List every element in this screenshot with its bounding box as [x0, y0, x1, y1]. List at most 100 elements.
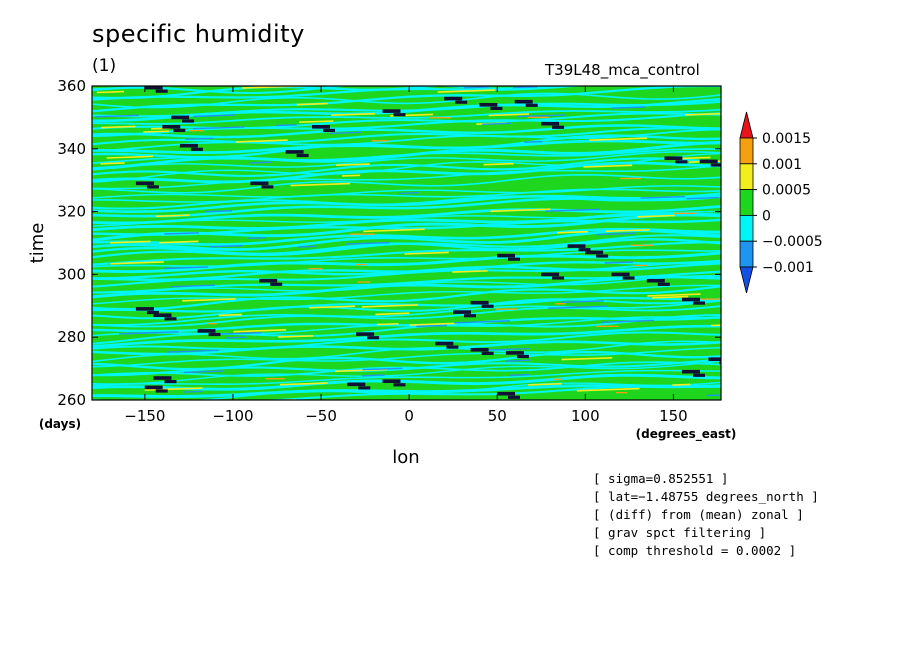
contour-band: [454, 320, 510, 324]
note-line: [ comp threshold = 0.0002 ]: [593, 543, 797, 558]
contour-band: [92, 151, 721, 171]
x-tick-label: 150: [659, 407, 688, 425]
contour-band: [561, 357, 613, 361]
threshold-marker: [552, 125, 565, 129]
contour-band: [685, 112, 721, 116]
contour-band: [92, 141, 721, 171]
contour-band: [92, 340, 721, 363]
contour-band: [92, 127, 721, 146]
contour-band: [92, 112, 721, 138]
contour-band: [247, 236, 267, 239]
x-axis-units: (degrees_east): [636, 427, 737, 442]
contour-band: [225, 336, 247, 339]
threshold-marker: [622, 276, 635, 280]
contour-band: [345, 241, 390, 245]
contour-band: [483, 162, 514, 166]
contour-band: [92, 284, 721, 305]
threshold-marker: [596, 254, 609, 258]
contour-band: [429, 117, 452, 119]
contour-band: [214, 331, 262, 335]
contour-band: [700, 298, 721, 300]
contour-band: [92, 285, 721, 311]
threshold-marker: [162, 125, 181, 129]
threshold-marker: [710, 163, 721, 167]
contour-band: [92, 165, 721, 190]
contour-band: [616, 392, 628, 394]
contour-band: [363, 228, 425, 233]
threshold-marker: [470, 348, 489, 352]
threshold-marker: [382, 379, 401, 383]
contour-band: [677, 156, 711, 160]
contour-band: [672, 383, 691, 386]
contour-band: [92, 358, 721, 377]
threshold-marker: [708, 357, 721, 361]
contour-band: [92, 112, 721, 130]
contour-band: [706, 393, 721, 397]
threshold-marker: [312, 125, 330, 129]
threshold-marker: [497, 253, 515, 258]
threshold-marker: [356, 332, 375, 336]
contour-band: [92, 161, 721, 184]
contour-band: [265, 378, 285, 380]
contour-band: [652, 295, 689, 299]
contour-band: [92, 98, 721, 123]
contour-band: [92, 173, 721, 194]
threshold-marker: [261, 185, 274, 189]
threshold-marker: [270, 282, 283, 286]
contour-band: [101, 125, 136, 129]
threshold-marker: [382, 109, 401, 113]
x-tick-label: −50: [305, 407, 337, 425]
colorbar-segment: [739, 214, 754, 242]
threshold-marker: [481, 304, 494, 308]
contour-band: [279, 382, 328, 386]
contour-band: [92, 360, 721, 385]
y-axis-title: time: [27, 223, 48, 264]
note-line: [ sigma=0.852551 ]: [593, 471, 729, 486]
threshold-marker: [144, 86, 163, 90]
threshold-marker: [719, 361, 721, 365]
contour-band: [92, 299, 721, 326]
colorbar: 0.0015 0.001 0.0005 0 −0.0005 −0.001: [739, 111, 823, 294]
contour-band: [184, 370, 224, 374]
threshold-marker: [182, 119, 195, 123]
threshold-marker: [446, 345, 459, 349]
contour-band: [92, 298, 721, 320]
contour-band: [482, 122, 512, 125]
threshold-marker: [347, 382, 366, 387]
contour-band: [192, 126, 245, 130]
x-tick-label: 0: [404, 407, 414, 425]
threshold-marker: [508, 395, 520, 399]
contour-band: [342, 174, 361, 177]
contour-band: [355, 263, 367, 266]
contour-band: [95, 114, 139, 118]
colorbar-label: 0.0015: [762, 131, 811, 147]
contour-band: [553, 378, 563, 380]
contour-band: [92, 227, 721, 246]
contour-band: [527, 116, 549, 119]
threshold-marker: [699, 159, 718, 164]
threshold-marker: [259, 278, 278, 283]
threshold-marker: [693, 373, 705, 377]
threshold-marker: [682, 297, 700, 302]
threshold-marker: [585, 250, 604, 255]
contour-band: [331, 112, 376, 116]
contour-band: [576, 387, 640, 392]
colorbar-arrow-top: [739, 111, 754, 139]
contour-band: [92, 316, 721, 337]
contour-band: [92, 86, 588, 101]
contour-band: [357, 281, 371, 283]
contour-band: [92, 249, 721, 268]
contour-band: [517, 114, 566, 118]
y-tick-label: 260: [57, 391, 86, 409]
contour-band: [605, 228, 650, 233]
threshold-marker: [208, 332, 221, 337]
threshold-marker: [657, 282, 670, 286]
threshold-marker: [155, 389, 168, 393]
contour-band: [308, 268, 323, 270]
threshold-marker: [552, 276, 565, 280]
contour-band: [276, 124, 297, 127]
contour-band: [634, 264, 648, 267]
contour-band: [183, 390, 203, 393]
contour-band: [495, 308, 518, 310]
contour-band: [92, 305, 721, 328]
